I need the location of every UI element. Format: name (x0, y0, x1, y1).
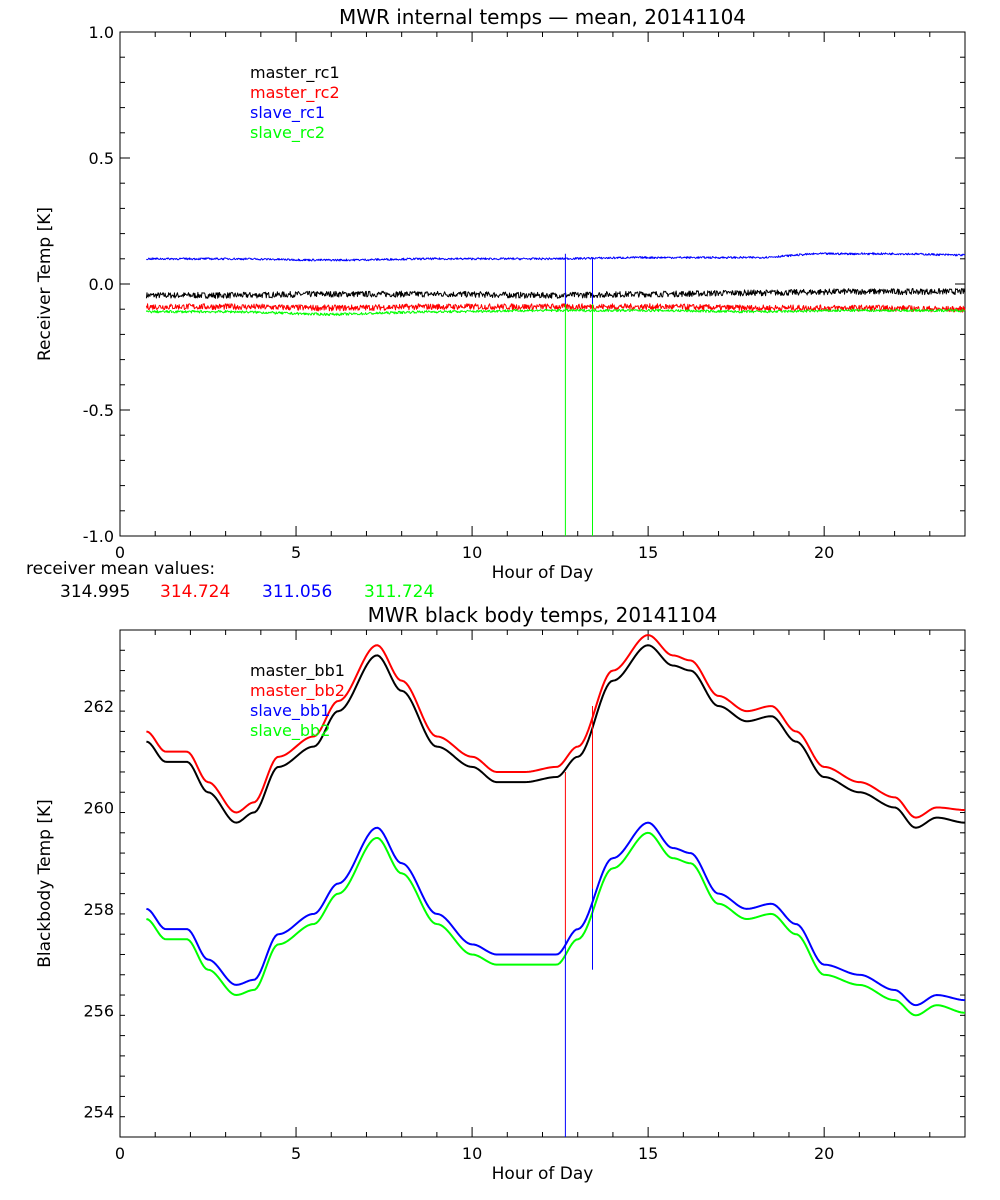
legend-entry-slave_rc2: slave_rc2 (250, 123, 325, 143)
receiver-mean-value-4: 311.724 (364, 582, 434, 602)
receiver-mean-value-2: 314.724 (160, 582, 230, 602)
receiver-mean-label: receiver mean values: (26, 559, 215, 579)
legend-entry-slave_bb1: slave_bb1 (250, 701, 330, 721)
series-line-slave_rc2 (145, 308, 966, 316)
x-tick-label: 10 (462, 543, 482, 562)
y-tick-label: 258 (83, 900, 114, 919)
x-tick-label: 15 (638, 1144, 658, 1163)
legend-entry-master_bb1: master_bb1 (250, 661, 345, 681)
legend-entry-slave_rc1: slave_rc1 (250, 103, 325, 123)
y-tick-label: -0.5 (83, 401, 114, 420)
x-tick-label: 5 (291, 543, 301, 562)
x-tick-label: 15 (638, 543, 658, 562)
x-tick-label: 5 (291, 1144, 301, 1163)
y-tick-label: -1.0 (83, 527, 114, 546)
series-line-master_rc1 (145, 288, 966, 299)
chart-panel-blackbody: 0 5 10 15 20 254 256 258 260 262 MWR black body te… (35, 603, 966, 1184)
x-tick-label: 10 (462, 1144, 482, 1163)
y-axis-label: Blackbody Temp [K] (35, 799, 55, 968)
x-tick-label: 0 (115, 543, 125, 562)
series-line-slave_bb1 (146, 821, 966, 1007)
legend-entry-master_rc1: master_rc1 (250, 63, 340, 83)
chart-title: MWR black body temps, 20141104 (368, 603, 718, 627)
series-line-slave_bb2 (146, 831, 966, 1017)
legend-entry-master_rc2: master_rc2 (250, 83, 340, 103)
x-tick-label: 20 (814, 543, 834, 562)
legend-entry-master_bb2: master_bb2 (250, 681, 345, 701)
y-tick-label: 260 (83, 798, 114, 817)
legend-entry-slave_bb2: slave_bb2 (250, 721, 330, 741)
y-tick-label: 0.0 (89, 275, 114, 294)
plot-frame (119, 629, 966, 1138)
y-tick-label: 0.5 (89, 149, 114, 168)
plot-frame (119, 31, 966, 537)
receiver-mean-value-3: 311.056 (262, 582, 332, 602)
series-line-slave_rc1 (146, 252, 966, 262)
x-tick-label: 20 (814, 1144, 834, 1163)
chart-title: MWR internal temps — mean, 20141104 (339, 5, 746, 29)
series-line-master_bb1 (146, 644, 966, 829)
y-tick-label: 254 (83, 1103, 114, 1122)
x-axis-label: Hour of Day (492, 1164, 594, 1184)
series-line-master_rc2 (145, 303, 966, 313)
receiver-mean-value-1: 314.995 (60, 582, 130, 602)
y-tick-label: 262 (83, 697, 114, 716)
y-tick-label: 1.0 (89, 23, 114, 42)
y-tick-label: 256 (83, 1001, 114, 1020)
x-tick-label: 0 (115, 1144, 125, 1163)
y-axis-label: Receiver Temp [K] (35, 207, 55, 361)
x-axis-label: Hour of Day (492, 563, 594, 583)
chart-panel-receiver: 0 5 10 15 20 -1.0 -0.5 0.0 0.5 1.0 MWR internal te… (35, 5, 966, 583)
series-line-master_bb2 (146, 634, 966, 819)
